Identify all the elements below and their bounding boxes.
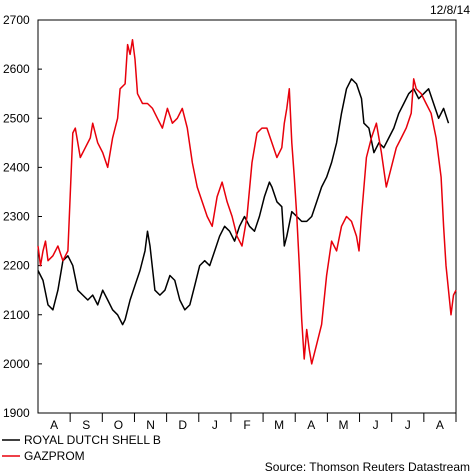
legend: ROYAL DUTCH SHELL B GAZPROM <box>2 433 161 463</box>
x-tick-label: J <box>212 418 218 432</box>
y-tick-label: 2400 <box>3 160 30 174</box>
x-tick-label: M <box>274 418 284 432</box>
x-tick-label: A <box>307 418 315 432</box>
legend-label-shell: ROYAL DUTCH SHELL B <box>24 433 161 447</box>
plot-area: 1900 2000 2100 2200 2300 2400 2500 2600 2700 A S O… <box>3 13 457 432</box>
x-tick-label: M <box>338 418 348 432</box>
date-stamp: 12/8/14 <box>430 3 470 17</box>
x-tick-label: N <box>146 418 155 432</box>
x-tick-label: J <box>405 418 411 432</box>
x-tick-label: S <box>82 418 90 432</box>
x-tick-label: F <box>243 418 250 432</box>
x-tick-label: D <box>178 418 187 432</box>
x-tick-label: A <box>436 418 444 432</box>
y-tick-label: 2000 <box>3 357 30 371</box>
series-line-gazprom <box>37 38 457 365</box>
y-tick-label: 2200 <box>3 259 30 273</box>
x-tick-label: J <box>373 418 379 432</box>
y-tick-label: 2600 <box>3 62 30 76</box>
source-note: Source: Thomson Reuters Datastream <box>265 460 470 474</box>
series-line-shell <box>37 78 450 326</box>
y-tick-label: 1900 <box>3 406 30 420</box>
x-tick-label: A <box>50 418 58 432</box>
y-tick-label: 2300 <box>3 210 30 224</box>
x-tick-label: O <box>114 418 123 432</box>
y-tick-label: 2100 <box>3 308 30 322</box>
y-tick-label: 2700 <box>3 13 30 27</box>
y-axis: 1900 2000 2100 2200 2300 2400 2500 2600 2700 <box>3 13 42 420</box>
series-lines <box>37 38 457 365</box>
y-tick-label: 2500 <box>3 111 30 125</box>
legend-label-gazprom: GAZPROM <box>24 449 85 463</box>
